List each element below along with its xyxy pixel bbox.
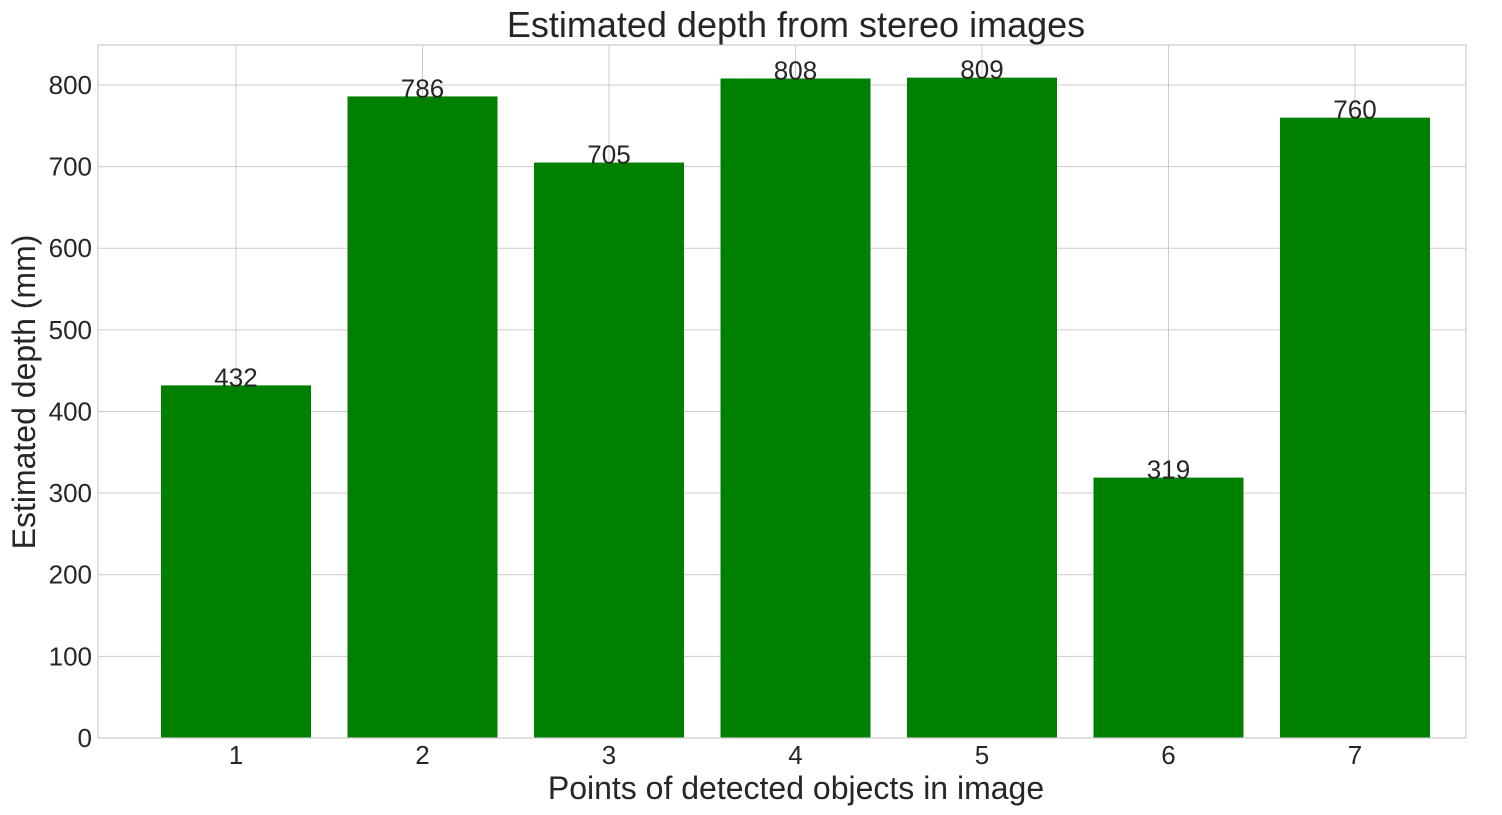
x-tick-label: 4 [788, 740, 802, 770]
y-tick-label: 100 [49, 641, 92, 671]
x-tick-label: 6 [1161, 740, 1175, 770]
y-tick-label: 700 [49, 152, 92, 182]
label-layer: 0 100 200 300 400 500 600 700 800 1 432 2 786 3 705 4 80… [49, 55, 1377, 770]
y-tick-label: 500 [49, 315, 92, 345]
bar-layer [161, 77, 1430, 739]
x-tick-label: 7 [1348, 740, 1362, 770]
bar-value-label: 319 [1147, 455, 1190, 485]
bar-value-label: 760 [1333, 95, 1376, 125]
bar-value-label: 432 [214, 362, 257, 392]
bar-value-label: 808 [774, 55, 817, 85]
plot-frame [97, 44, 1467, 739]
x-tick-label: 5 [975, 740, 989, 770]
y-axis-label: Estimated depth (mm) [6, 235, 42, 550]
y-tick-label: 0 [78, 723, 92, 753]
bar [720, 78, 871, 738]
y-tick-label: 300 [49, 478, 92, 508]
y-tick-label: 600 [49, 233, 92, 263]
y-tick-label: 800 [49, 70, 92, 100]
x-axis-label: Points of detected objects in image [548, 770, 1044, 806]
bar [534, 162, 684, 738]
y-tick-label: 400 [49, 396, 92, 426]
x-tick-label: 3 [602, 740, 616, 770]
bar [1093, 477, 1244, 738]
y-tick-label: 200 [49, 560, 92, 590]
bar-value-label: 809 [960, 55, 1003, 85]
bar [907, 77, 1057, 739]
bar [1280, 117, 1430, 738]
bar [161, 385, 311, 738]
bar-value-label: 705 [587, 140, 630, 170]
x-tick-label: 1 [229, 740, 243, 770]
bar [347, 96, 498, 739]
x-tick-label: 2 [415, 740, 429, 770]
chart-title: Estimated depth from stereo images [507, 4, 1085, 45]
bar-value-label: 786 [401, 73, 444, 103]
